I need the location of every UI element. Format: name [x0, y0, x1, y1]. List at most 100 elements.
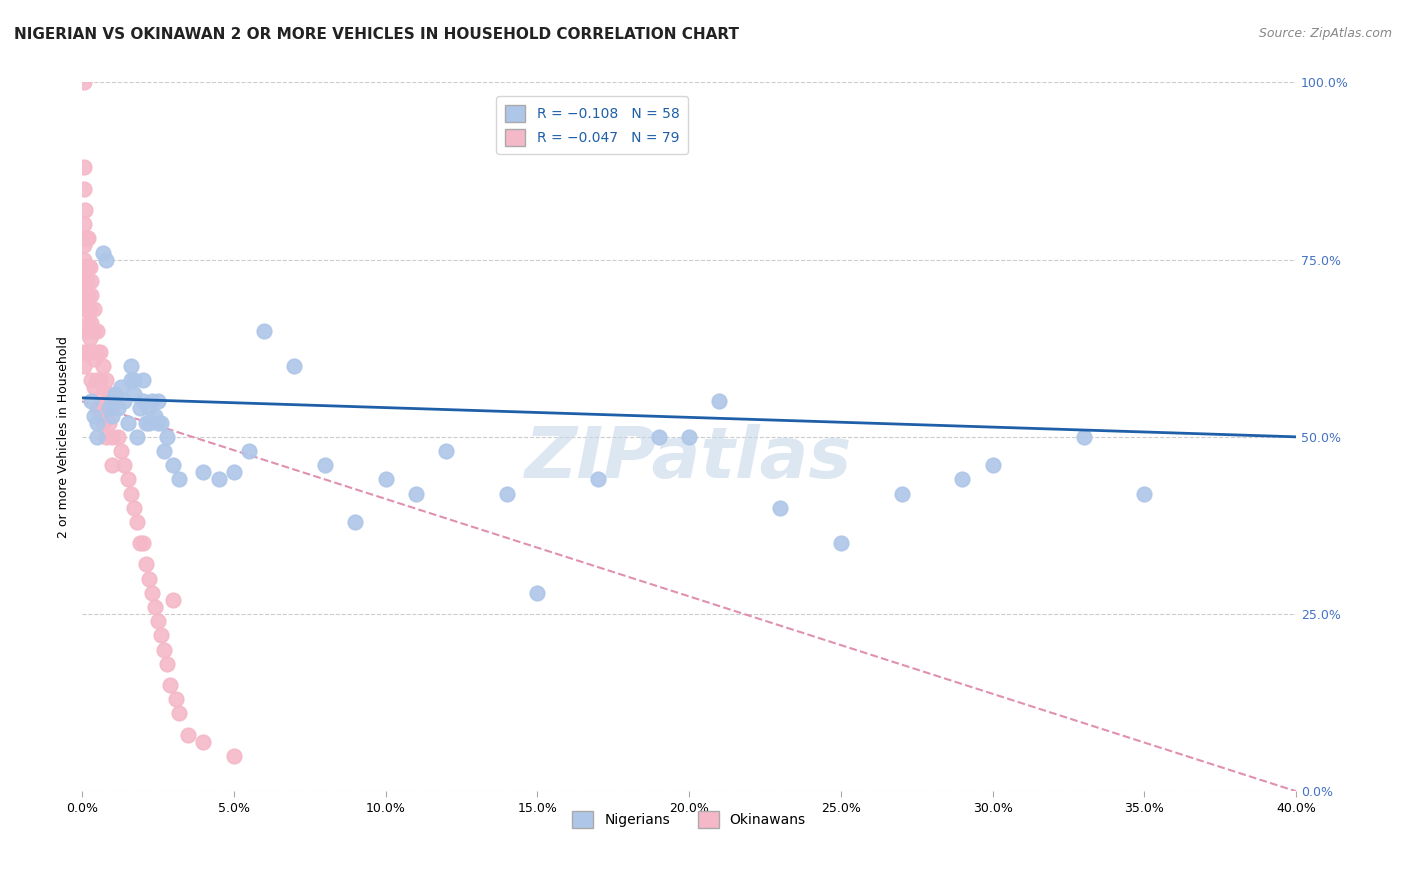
- Point: [77, 344, 100, 359]
- Point: [73, 288, 96, 302]
- Point: [96, 430, 118, 444]
- Point: [80, 317, 103, 331]
- Point: [101, 430, 124, 444]
- Point: [146, 416, 169, 430]
- Point: [83, 380, 105, 394]
- Point: [141, 586, 163, 600]
- Point: [143, 409, 166, 423]
- Point: [314, 458, 336, 473]
- Point: [138, 416, 160, 430]
- Point: [222, 465, 245, 479]
- Point: [73, 202, 96, 217]
- Point: [162, 593, 184, 607]
- Point: [96, 252, 118, 267]
- Point: [72, 344, 94, 359]
- Point: [434, 444, 457, 458]
- Point: [80, 373, 103, 387]
- Point: [769, 500, 792, 515]
- Point: [89, 344, 111, 359]
- Point: [167, 706, 190, 721]
- Text: Source: ZipAtlas.com: Source: ZipAtlas.com: [1258, 27, 1392, 40]
- Point: [72, 359, 94, 373]
- Point: [73, 231, 96, 245]
- Point: [96, 373, 118, 387]
- Point: [586, 472, 609, 486]
- Point: [120, 486, 142, 500]
- Point: [79, 260, 101, 274]
- Point: [114, 458, 136, 473]
- Point: [79, 330, 101, 344]
- Point: [107, 401, 129, 416]
- Y-axis label: 2 or more Vehicles in Household: 2 or more Vehicles in Household: [58, 336, 70, 538]
- Point: [83, 324, 105, 338]
- Point: [79, 302, 101, 317]
- Point: [647, 430, 669, 444]
- Point: [101, 394, 124, 409]
- Point: [73, 260, 96, 274]
- Point: [86, 430, 108, 444]
- Point: [120, 359, 142, 373]
- Point: [110, 444, 132, 458]
- Text: ZIPatlas: ZIPatlas: [526, 424, 852, 492]
- Point: [72, 252, 94, 267]
- Point: [156, 430, 179, 444]
- Point: [153, 642, 176, 657]
- Point: [131, 373, 153, 387]
- Point: [238, 444, 260, 458]
- Point: [162, 458, 184, 473]
- Point: [96, 401, 118, 416]
- Point: [135, 416, 157, 430]
- Point: [146, 614, 169, 628]
- Point: [374, 472, 396, 486]
- Point: [72, 288, 94, 302]
- Point: [72, 182, 94, 196]
- Point: [80, 344, 103, 359]
- Point: [72, 238, 94, 252]
- Point: [153, 444, 176, 458]
- Point: [91, 416, 114, 430]
- Point: [981, 458, 1004, 473]
- Point: [86, 373, 108, 387]
- Point: [73, 324, 96, 338]
- Point: [91, 245, 114, 260]
- Legend: Nigerians, Okinawans: Nigerians, Okinawans: [567, 805, 811, 834]
- Point: [526, 586, 548, 600]
- Point: [149, 416, 172, 430]
- Point: [122, 500, 145, 515]
- Point: [86, 416, 108, 430]
- Point: [496, 486, 519, 500]
- Point: [117, 472, 139, 486]
- Text: NIGERIAN VS OKINAWAN 2 OR MORE VEHICLES IN HOUSEHOLD CORRELATION CHART: NIGERIAN VS OKINAWAN 2 OR MORE VEHICLES …: [14, 27, 740, 42]
- Point: [117, 416, 139, 430]
- Point: [98, 416, 121, 430]
- Point: [76, 302, 98, 317]
- Point: [101, 409, 124, 423]
- Point: [86, 324, 108, 338]
- Point: [120, 373, 142, 387]
- Point: [122, 373, 145, 387]
- Point: [80, 394, 103, 409]
- Point: [709, 394, 731, 409]
- Point: [167, 472, 190, 486]
- Point: [77, 317, 100, 331]
- Point: [222, 748, 245, 763]
- Point: [86, 401, 108, 416]
- Point: [72, 274, 94, 288]
- Point: [159, 678, 181, 692]
- Point: [193, 734, 215, 748]
- Point: [193, 465, 215, 479]
- Point: [77, 288, 100, 302]
- Point: [177, 727, 200, 741]
- Point: [141, 394, 163, 409]
- Point: [146, 394, 169, 409]
- Point: [128, 536, 150, 550]
- Point: [207, 472, 229, 486]
- Point: [98, 387, 121, 401]
- Point: [89, 373, 111, 387]
- Point: [101, 458, 124, 473]
- Point: [138, 401, 160, 416]
- Point: [83, 409, 105, 423]
- Point: [405, 486, 427, 500]
- Point: [77, 231, 100, 245]
- Point: [86, 344, 108, 359]
